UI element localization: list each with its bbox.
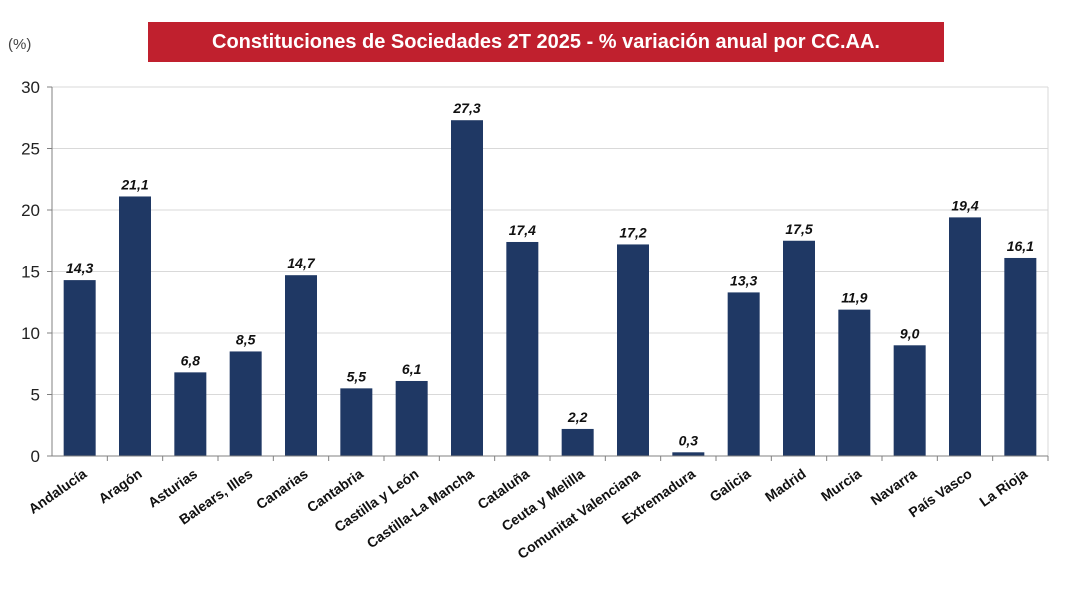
bar	[174, 372, 207, 456]
bar	[783, 240, 815, 456]
x-tick-label: Andalucía	[25, 465, 89, 517]
bar	[893, 345, 926, 456]
x-tick-label: La Rioja	[976, 465, 1030, 509]
value-label: 17,4	[509, 222, 536, 238]
value-label: 8,5	[236, 331, 256, 347]
value-label: 11,9	[841, 290, 867, 306]
y-tick-label: 25	[21, 140, 40, 159]
value-label: 21,1	[120, 176, 148, 192]
value-labels: 14,3 21,1 6,8 8,5 14,7 5,5 6,1 27,3 17,4 2,2 17,2 0…	[66, 100, 1034, 448]
value-label: 2,2	[567, 409, 588, 425]
y-axis: 0 5 10 15 20 25 30	[21, 78, 53, 466]
x-tick-label: Canarias	[253, 465, 311, 512]
value-label: 14,3	[66, 260, 93, 276]
bar	[561, 428, 594, 456]
value-label: 5,5	[347, 368, 367, 384]
bar	[617, 244, 649, 456]
bar	[340, 388, 373, 456]
value-label: 19,4	[951, 197, 978, 213]
chart-title: Constituciones de Sociedades 2T 2025 - %…	[148, 22, 944, 62]
y-tick-label: 5	[31, 386, 40, 405]
bar	[672, 452, 705, 456]
value-label: 17,5	[785, 221, 812, 237]
bar	[119, 196, 151, 456]
value-label: 17,2	[619, 224, 646, 240]
bar	[727, 292, 760, 456]
bars	[63, 120, 1037, 457]
bar	[451, 120, 483, 457]
x-tick-label: Madrid	[762, 465, 809, 504]
y-tick-label: 30	[21, 78, 40, 97]
value-label: 0,3	[679, 432, 699, 448]
y-tick-label: 0	[31, 447, 40, 466]
bar	[949, 217, 981, 456]
x-tick-label: Murcia	[818, 465, 864, 504]
y-tick-label: 10	[21, 324, 40, 343]
bar	[285, 275, 317, 456]
value-label: 6,1	[402, 361, 422, 377]
bar	[229, 351, 262, 456]
y-tick-label: 15	[21, 263, 40, 282]
bar	[506, 241, 539, 456]
bar	[63, 280, 96, 456]
value-label: 9,0	[900, 325, 920, 341]
y-tick-label: 20	[21, 201, 40, 220]
value-label: 27,3	[452, 100, 480, 116]
y-axis-unit-label: (%)	[8, 36, 32, 53]
value-label: 14,7	[287, 255, 315, 271]
gridlines	[52, 86, 1049, 456]
bar	[838, 309, 871, 456]
value-label: 16,1	[1007, 238, 1034, 254]
value-label: 6,8	[181, 352, 201, 368]
x-tick-label: Aragón	[95, 465, 144, 506]
bar	[395, 380, 428, 456]
value-label: 13,3	[730, 272, 757, 288]
x-tick-label: Galicia	[707, 465, 754, 505]
bar	[1004, 257, 1037, 456]
